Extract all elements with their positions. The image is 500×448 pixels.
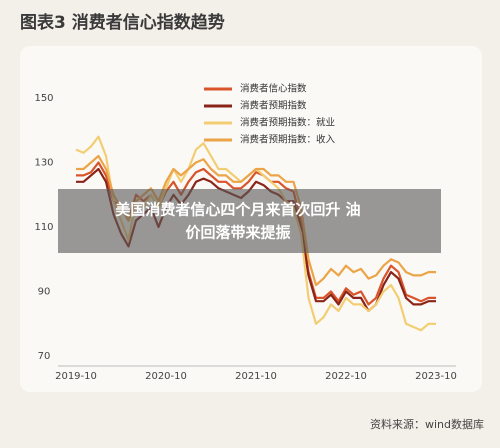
x-tick-label: 2022-10 xyxy=(325,371,367,382)
y-tick-label: 70 xyxy=(38,351,51,362)
y-tick-label: 150 xyxy=(34,93,53,104)
x-tick-label: 2019-10 xyxy=(55,371,97,382)
legend-label: 消费者预期指数：就业 xyxy=(240,117,335,129)
legend-label: 消费者预期指数 xyxy=(240,100,307,112)
x-tick-label: 2020-10 xyxy=(145,371,187,382)
y-tick-label: 90 xyxy=(38,287,51,298)
legend-label: 消费者信心指数 xyxy=(240,83,307,95)
y-tick-label: 110 xyxy=(34,222,53,233)
caption-line: 价回落带来提振 xyxy=(185,224,290,242)
chart-title: 图表3 消费者信心指数趋势 xyxy=(20,12,225,33)
x-tick-label: 2021-10 xyxy=(235,371,277,382)
x-tick-label: 2023-10 xyxy=(415,371,457,382)
source-note: 资料来源：wind数据库 xyxy=(370,417,484,431)
legend-label: 消费者预期指数：收入 xyxy=(240,134,336,146)
caption-line: 美国消费者信心四个月来首次回升 油 xyxy=(115,201,360,219)
y-tick-label: 130 xyxy=(34,158,53,169)
caption-band xyxy=(58,189,441,253)
